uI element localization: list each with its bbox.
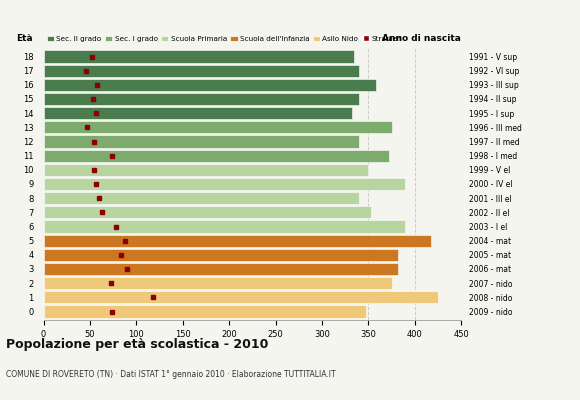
Bar [44, 220, 405, 232]
Bar [44, 164, 368, 176]
Bar [44, 277, 392, 289]
Text: Età: Età [16, 34, 33, 42]
Bar [44, 50, 354, 62]
Bar [44, 263, 398, 275]
Legend: Sec. II grado, Sec. I grado, Scuola Primaria, Scuola dell'Infanzia, Asilo Nido, : Sec. II grado, Sec. I grado, Scuola Prim… [47, 36, 403, 42]
Bar [44, 206, 371, 218]
Bar [44, 93, 359, 105]
Bar [44, 192, 359, 204]
Text: Anno di nascita: Anno di nascita [382, 34, 461, 42]
Bar [44, 121, 392, 133]
Text: Popolazione per età scolastica - 2010: Popolazione per età scolastica - 2010 [6, 338, 268, 351]
Bar [44, 178, 405, 190]
Bar [44, 150, 389, 162]
Bar [44, 235, 432, 247]
Bar [44, 79, 376, 91]
Bar [44, 136, 359, 148]
Bar [44, 249, 398, 261]
Bar [44, 306, 365, 318]
Bar [44, 291, 438, 303]
Text: COMUNE DI ROVERETO (TN) · Dati ISTAT 1° gennaio 2010 · Elaborazione TUTTITALIA.I: COMUNE DI ROVERETO (TN) · Dati ISTAT 1° … [6, 370, 335, 379]
Bar [44, 65, 359, 77]
Bar [44, 107, 351, 119]
